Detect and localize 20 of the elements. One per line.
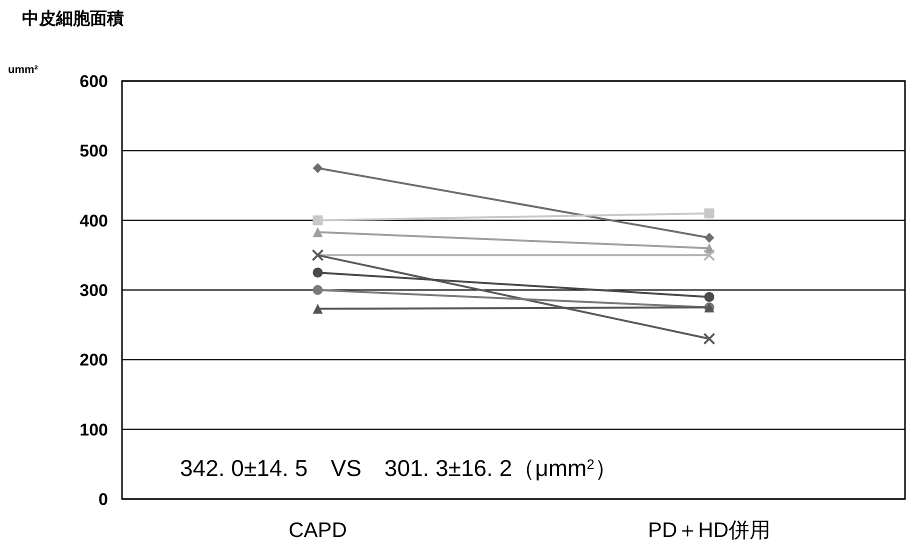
y-tick-label: 200: [80, 350, 108, 370]
annotation: 342. 0±14. 5 VS 301. 3±16. 2（μmm$^{2}$）: [180, 455, 618, 481]
point: [704, 292, 714, 302]
y-tick-label: 500: [80, 142, 108, 161]
point: [703, 332, 716, 345]
y-tick-label: 0: [98, 490, 108, 509]
point: [704, 208, 714, 218]
point: [312, 268, 323, 278]
point: [704, 232, 714, 243]
ylabel: umm²: [8, 64, 38, 76]
x-tick-label: CAPD: [288, 519, 347, 542]
y-tick-label: 100: [80, 420, 108, 440]
y-tick-label: 600: [80, 72, 108, 91]
y-tick-label: 400: [80, 211, 108, 230]
x-tick-label: PD＋HD併用: [648, 519, 771, 542]
point: [312, 215, 323, 226]
y-tick-label: 300: [80, 281, 108, 300]
point: [312, 285, 323, 295]
chart-title: 中皮細胞面積: [22, 9, 124, 28]
point: [312, 163, 323, 174]
